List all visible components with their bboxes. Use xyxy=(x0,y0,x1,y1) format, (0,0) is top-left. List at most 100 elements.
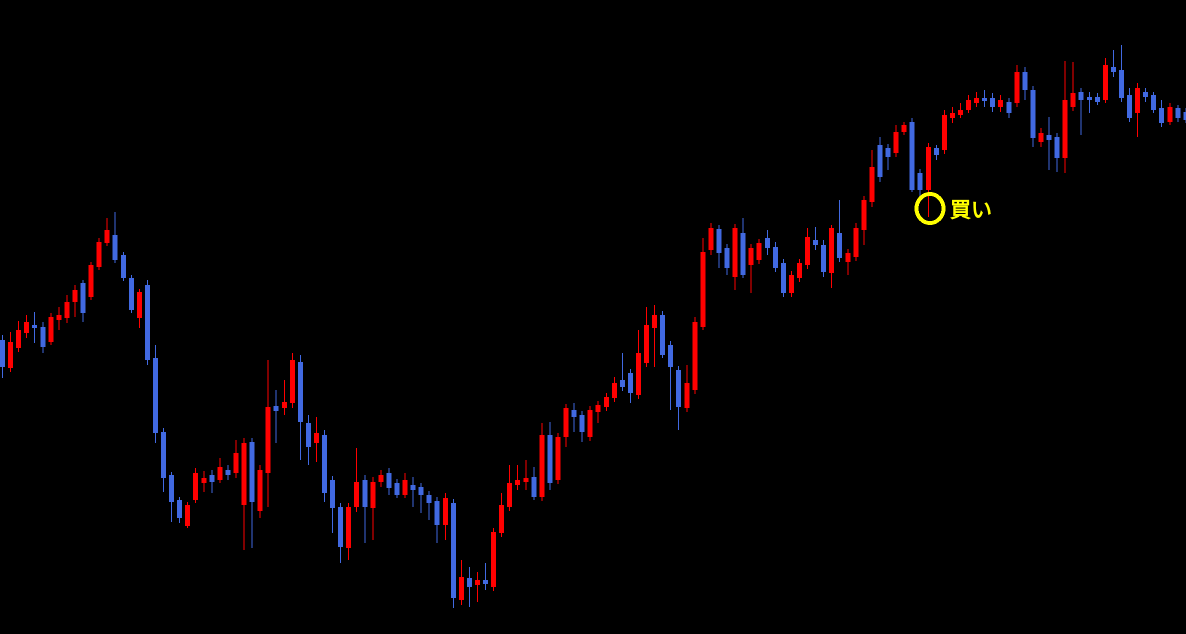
candle-down xyxy=(1119,45,1124,102)
candle-down xyxy=(483,563,488,590)
candle-down xyxy=(933,145,939,160)
candle-down xyxy=(418,483,424,513)
candle-up xyxy=(346,503,352,560)
candle-up xyxy=(539,423,545,501)
candle-up xyxy=(1135,83,1141,137)
candle-up xyxy=(104,218,110,246)
candle-up xyxy=(644,307,649,367)
candle-down xyxy=(169,472,175,522)
candle-up xyxy=(201,471,207,492)
candle-up xyxy=(193,468,199,503)
candle-down xyxy=(177,497,183,523)
candle-up xyxy=(700,238,706,330)
candles-layer xyxy=(0,45,1186,608)
candle-down xyxy=(917,169,923,198)
candle-up xyxy=(901,122,907,135)
candle-down xyxy=(80,280,86,322)
candle-down xyxy=(877,137,883,182)
candle-down xyxy=(40,322,46,353)
buy-signal-label: 買い xyxy=(950,198,992,222)
candle-down xyxy=(990,93,996,112)
candle-up xyxy=(96,238,102,270)
candle-down xyxy=(144,280,150,365)
candle-down xyxy=(1046,117,1052,170)
candle-up xyxy=(257,465,263,518)
candle-down xyxy=(1110,50,1116,77)
candle-up xyxy=(708,223,714,255)
candle-down xyxy=(112,212,118,263)
candle-up xyxy=(684,365,690,412)
candle-up xyxy=(1070,62,1076,111)
candle-down xyxy=(1143,88,1149,102)
candle-down xyxy=(1159,100,1165,127)
candle-down xyxy=(249,438,255,548)
candle-down xyxy=(297,355,303,460)
candle-down xyxy=(909,118,915,192)
candle-down xyxy=(209,470,215,493)
candle-up xyxy=(587,406,593,441)
candle-up xyxy=(64,295,70,323)
candle-up xyxy=(491,528,497,591)
candle-up xyxy=(1062,61,1068,173)
candle-up xyxy=(8,332,14,372)
candle-up xyxy=(56,307,62,330)
candle-up xyxy=(869,150,875,207)
candle-up xyxy=(442,493,448,540)
candle-down xyxy=(627,369,633,403)
candle-up xyxy=(974,92,980,107)
candle-up xyxy=(475,572,480,602)
candle-up xyxy=(354,448,360,512)
candle-down xyxy=(885,144,891,170)
candle-up xyxy=(893,125,899,157)
candle-down xyxy=(547,422,553,490)
candle-down xyxy=(1030,86,1036,147)
candle-down xyxy=(764,230,770,255)
candle-up xyxy=(515,465,521,490)
candle-down xyxy=(660,311,666,358)
candle-down xyxy=(466,567,472,607)
candle-up xyxy=(563,404,569,447)
candle-up xyxy=(797,259,802,282)
candle-up xyxy=(998,95,1004,112)
candle-down xyxy=(716,225,722,268)
candle-down xyxy=(1022,67,1028,100)
candle-up xyxy=(925,143,931,217)
candle-down xyxy=(225,465,231,480)
candle-up xyxy=(48,313,54,345)
candle-down xyxy=(394,479,400,498)
candle-down xyxy=(1086,92,1092,113)
candle-down xyxy=(724,244,730,275)
candle-up xyxy=(458,560,464,605)
candle-down xyxy=(579,411,585,442)
candle-down xyxy=(338,503,344,563)
candle-up xyxy=(603,393,609,411)
candle-up xyxy=(24,315,30,338)
candle-up xyxy=(378,470,384,487)
candle-down xyxy=(619,353,625,391)
candle-up xyxy=(595,401,601,423)
candle-up xyxy=(1102,58,1108,103)
candle-up xyxy=(281,380,287,415)
candle-down xyxy=(531,467,537,500)
candle-up xyxy=(756,239,762,264)
candle-up xyxy=(136,289,142,328)
candle-up xyxy=(523,460,529,490)
candle-down xyxy=(1175,105,1181,122)
candle-down xyxy=(120,252,126,281)
candle-up xyxy=(861,196,867,245)
candle-down xyxy=(322,430,327,502)
candle-down xyxy=(571,403,577,432)
candle-up xyxy=(265,360,271,507)
candle-up xyxy=(1167,103,1173,125)
candle-up xyxy=(555,433,561,484)
candle-up xyxy=(233,440,239,478)
candle-down xyxy=(1094,93,1100,105)
candle-up xyxy=(611,377,617,402)
candle-up xyxy=(217,458,223,483)
candle-up xyxy=(402,473,408,498)
candle-up xyxy=(370,477,376,540)
candle-up xyxy=(1038,128,1044,147)
candle-down xyxy=(128,275,134,313)
candle-up xyxy=(314,417,319,462)
